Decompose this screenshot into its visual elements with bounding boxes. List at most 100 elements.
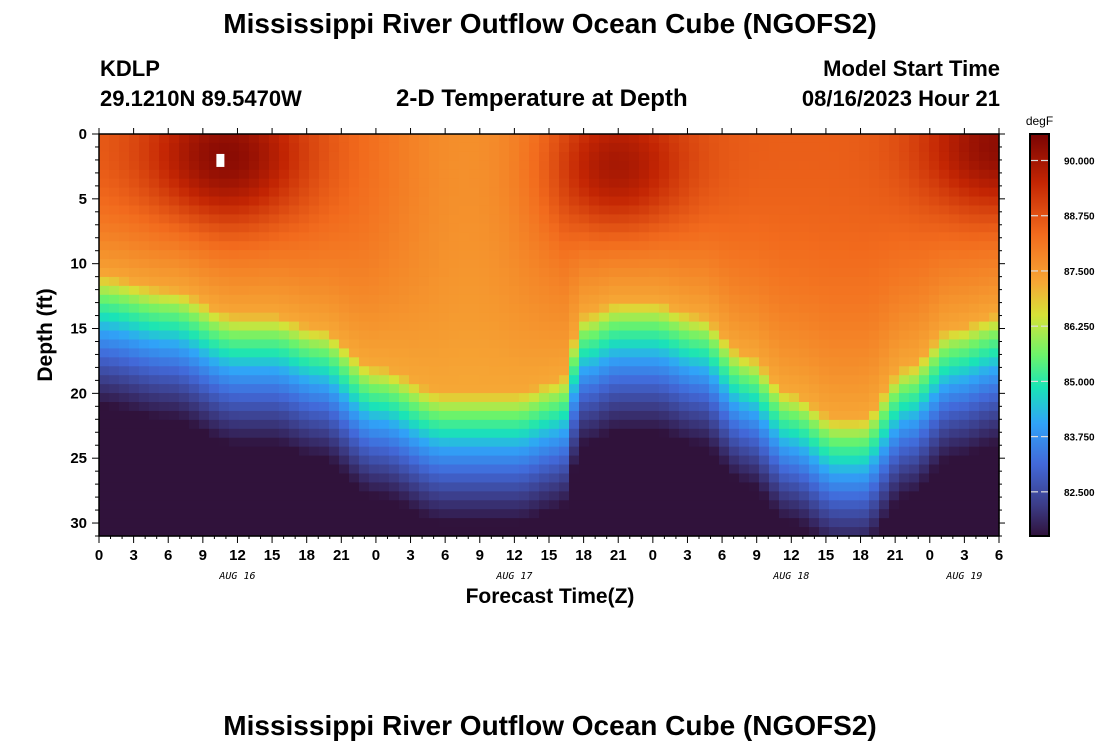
heatmap-cell <box>219 527 230 537</box>
heatmap-cell <box>479 419 490 430</box>
heatmap-cell <box>759 160 770 171</box>
heatmap-cell <box>629 357 640 367</box>
heatmap-cell <box>739 142 750 153</box>
heatmap-cell <box>969 223 980 233</box>
heatmap-cell <box>609 402 620 412</box>
heatmap-cell <box>789 312 800 323</box>
heatmap-cell <box>809 473 820 483</box>
heatmap-cell <box>159 339 170 349</box>
heatmap-cell <box>919 527 930 537</box>
heatmap-cell <box>339 482 350 492</box>
heatmap-cell <box>939 214 950 224</box>
heatmap-cell <box>619 482 630 492</box>
heatmap-cell <box>639 375 650 385</box>
heatmap-cell <box>759 134 770 144</box>
heatmap-cell <box>319 250 330 260</box>
heatmap-cell <box>369 419 380 430</box>
heatmap-cell <box>459 455 470 466</box>
heatmap-cell <box>469 348 480 358</box>
heatmap-cell <box>439 410 450 421</box>
heatmap-cell <box>399 259 410 269</box>
heatmap-cell <box>829 491 840 501</box>
heatmap-cell <box>829 303 840 314</box>
heatmap-cell <box>699 268 710 278</box>
heatmap-cell <box>189 366 200 376</box>
heatmap-cell <box>349 312 360 323</box>
heatmap-cell <box>869 393 880 403</box>
x-tick-label: 6 <box>441 547 449 564</box>
heatmap-cell <box>139 527 150 537</box>
heatmap-cell <box>209 348 220 358</box>
heatmap-cell <box>499 348 510 358</box>
heatmap-cell <box>989 482 1000 492</box>
heatmap-cell <box>759 205 770 215</box>
heatmap-cell <box>839 223 850 233</box>
heatmap-cell <box>289 151 300 162</box>
heatmap-cell <box>749 518 760 528</box>
heatmap-cell <box>739 321 750 332</box>
colorbar-tick-label: 87.500 <box>1064 267 1095 278</box>
heatmap-cell <box>449 250 460 260</box>
heatmap-cell <box>339 134 350 144</box>
heatmap-cell <box>189 410 200 421</box>
heatmap-cell <box>329 500 340 510</box>
heatmap-cell <box>889 312 900 323</box>
heatmap-cell <box>159 312 170 323</box>
heatmap-cell <box>139 446 150 457</box>
heatmap-cell <box>509 294 520 305</box>
heatmap-cell <box>129 312 140 323</box>
heatmap-cell <box>819 402 830 412</box>
heatmap-cell <box>639 303 650 314</box>
heatmap-cell <box>859 393 870 403</box>
heatmap-cell <box>99 285 110 296</box>
heatmap-cell <box>379 205 390 215</box>
heatmap-cell <box>429 455 440 466</box>
heatmap-cell <box>739 384 750 394</box>
heatmap-cell <box>829 285 840 296</box>
heatmap-cell <box>829 437 840 448</box>
heatmap-cell <box>829 366 840 376</box>
heatmap-cell <box>659 205 670 215</box>
heatmap-cell <box>899 473 910 483</box>
heatmap-cell <box>319 160 330 171</box>
heatmap-cell <box>249 303 260 314</box>
heatmap-cell <box>809 312 820 323</box>
heatmap-cell <box>439 473 450 483</box>
heatmap-cell <box>279 366 290 376</box>
heatmap-cell <box>979 285 990 296</box>
heatmap-cell <box>109 491 120 501</box>
heatmap-cell <box>259 348 270 358</box>
heatmap-cell <box>369 151 380 162</box>
heatmap-cell <box>179 223 190 233</box>
heatmap-cell <box>389 509 400 519</box>
heatmap-cell <box>479 491 490 501</box>
heatmap-cell <box>269 232 280 242</box>
heatmap-cell <box>329 482 340 492</box>
heatmap-cell <box>219 446 230 457</box>
heatmap-cell <box>989 178 1000 189</box>
heatmap-cell <box>719 187 730 198</box>
heatmap-cell <box>929 527 940 537</box>
heatmap-cell <box>619 410 630 421</box>
heatmap-cell <box>279 250 290 260</box>
heatmap-cell <box>859 196 870 207</box>
heatmap-cell <box>749 393 760 403</box>
heatmap-cell <box>139 348 150 358</box>
heatmap-cell <box>619 375 630 385</box>
heatmap-cell <box>859 527 870 537</box>
heatmap-cell <box>119 294 130 305</box>
heatmap-cell <box>809 268 820 278</box>
heatmap-cell <box>379 285 390 296</box>
heatmap-cell <box>809 375 820 385</box>
heatmap-cell <box>939 348 950 358</box>
heatmap-cell <box>709 134 720 144</box>
heatmap-cell <box>729 473 740 483</box>
heatmap-cell <box>539 366 550 376</box>
heatmap-cell <box>469 330 480 341</box>
heatmap-cell <box>269 393 280 403</box>
heatmap-cell <box>439 276 450 287</box>
heatmap-cell <box>719 241 730 251</box>
heatmap-cell <box>359 250 370 260</box>
heatmap-cell <box>689 437 700 448</box>
heatmap-cell <box>789 339 800 349</box>
